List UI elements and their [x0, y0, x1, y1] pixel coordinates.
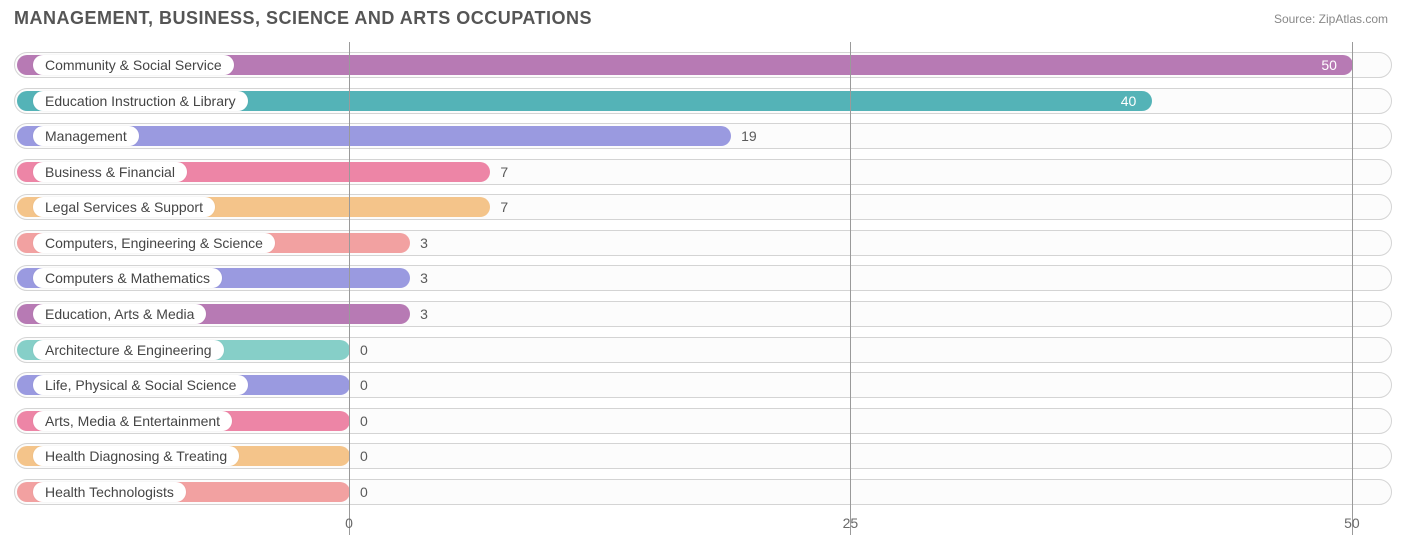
x-tick-label: 0 — [345, 515, 353, 531]
bar-value: 0 — [360, 448, 368, 464]
bar-track: Business & Financial 7 — [14, 159, 1392, 185]
bar-track: Legal Services & Support 7 — [14, 194, 1392, 220]
bar-track: Computers & Mathematics 3 — [14, 265, 1392, 291]
bar-value: 3 — [420, 235, 428, 251]
bar-label: Computers, Engineering & Science — [33, 233, 275, 253]
bar-value: 7 — [500, 164, 508, 180]
bar-track: Management 19 — [14, 123, 1392, 149]
gridline — [349, 42, 350, 535]
bar-track: Arts, Media & Entertainment 0 — [14, 408, 1392, 434]
x-tick-label: 50 — [1344, 515, 1360, 531]
chart-container: MANAGEMENT, BUSINESS, SCIENCE AND ARTS O… — [0, 0, 1406, 559]
bars-holder: Community & Social Service 50 Education In… — [14, 52, 1392, 505]
bar-label: Computers & Mathematics — [33, 268, 222, 288]
bar-track: Life, Physical & Social Science 0 — [14, 372, 1392, 398]
bar-track: Health Diagnosing & Treating 0 — [14, 443, 1392, 469]
bar-value: 0 — [360, 484, 368, 500]
bar-value: 19 — [741, 128, 757, 144]
source-label: Source: ZipAtlas.com — [1274, 12, 1388, 26]
bar-track: Health Technologists 0 — [14, 479, 1392, 505]
bar-label: Business & Financial — [33, 162, 187, 182]
bar-label: Life, Physical & Social Science — [33, 375, 248, 395]
bar-value: 40 — [1121, 93, 1137, 109]
bar-label: Arts, Media & Entertainment — [33, 411, 232, 431]
bar-value: 0 — [360, 377, 368, 393]
bar-label: Health Technologists — [33, 482, 186, 502]
bar-value: 3 — [420, 306, 428, 322]
bar-value: 0 — [360, 413, 368, 429]
bar-label: Legal Services & Support — [33, 197, 215, 217]
bar-label: Community & Social Service — [33, 55, 234, 75]
bar-track: Education Instruction & Library 40 — [14, 88, 1392, 114]
chart-title: MANAGEMENT, BUSINESS, SCIENCE AND ARTS O… — [14, 8, 592, 29]
bar-track: Education, Arts & Media 3 — [14, 301, 1392, 327]
plot-area: Community & Social Service 50 Education In… — [14, 42, 1392, 535]
bar-label: Education, Arts & Media — [33, 304, 206, 324]
bar-value: 50 — [1321, 57, 1337, 73]
bar-label: Education Instruction & Library — [33, 91, 248, 111]
gridline — [1352, 42, 1353, 535]
bar-label: Health Diagnosing & Treating — [33, 446, 239, 466]
bar-label: Management — [33, 126, 139, 146]
x-tick-label: 25 — [843, 515, 859, 531]
bar-track: Community & Social Service 50 — [14, 52, 1392, 78]
bar-track: Computers, Engineering & Science 3 — [14, 230, 1392, 256]
bar-value: 3 — [420, 270, 428, 286]
bar-label: Architecture & Engineering — [33, 340, 224, 360]
bar-value: 7 — [500, 199, 508, 215]
bar-value: 0 — [360, 342, 368, 358]
bar-track: Architecture & Engineering 0 — [14, 337, 1392, 363]
gridline — [850, 42, 851, 535]
